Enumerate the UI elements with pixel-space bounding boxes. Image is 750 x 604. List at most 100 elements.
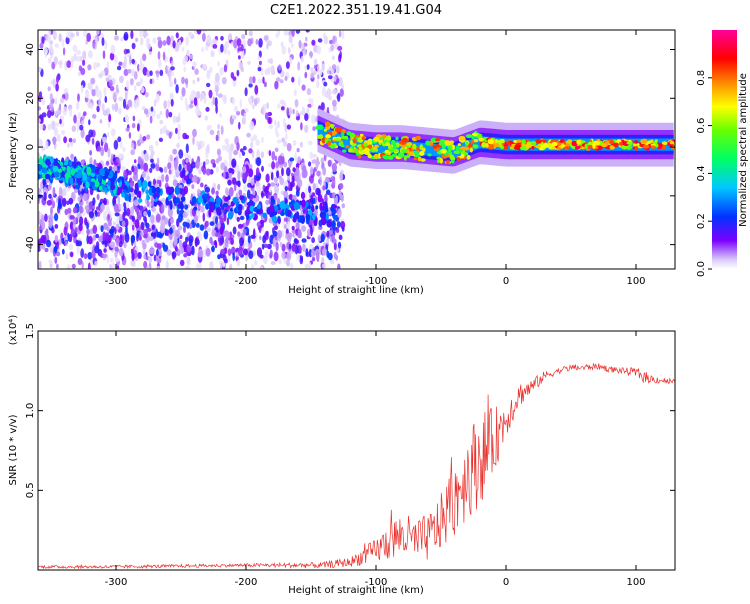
spectrogram-cell [191,184,195,190]
spectrogram-cell [117,195,121,205]
spectrogram-cell [301,225,307,232]
spectrogram-cell [643,144,650,149]
spectrogram-cell [178,213,183,223]
spectrogram-cell [301,199,306,208]
spectrogram-marks [38,30,675,269]
spectrogram-cell [110,128,116,137]
spectrogram-cell [338,30,342,38]
spectrogram-cell [336,221,341,228]
spectrogram-cell [258,38,263,48]
spectrogram-cell [52,186,56,197]
spectrogram-cell [121,191,125,198]
spectrogram-cell [139,30,144,38]
spectrogram-cell [188,104,194,109]
spectrogram-cell [165,174,169,183]
spectrogram-cell [305,30,310,33]
spectrogram-cell [92,114,97,119]
spectrogram-cell [247,96,253,104]
spectrogram-cell [285,61,290,69]
spectrogram-cell [258,60,262,65]
spectrogram-cell [291,243,297,252]
spectrogram-cell [182,211,188,219]
spectrogram-cell [158,137,163,142]
spectrogram-cell [240,44,244,52]
spectrogram-cell [535,139,542,144]
spectrogram-cell [323,81,328,87]
spectrogram-cell [109,170,114,179]
spectrogram-cell [197,195,203,204]
spectrogram-cell [152,206,156,213]
spectrogram-cell [345,145,350,149]
spectrogram-cell [118,214,124,222]
spectrogram-cell [208,89,213,99]
spectrogram-cell [233,149,239,156]
spectrogram-cell [515,139,522,143]
spectrogram-cell [374,144,379,148]
spectrogram-cell [206,227,211,233]
spectrogram-cell [47,57,52,64]
spectrogram-cell [215,190,219,196]
spectrogram-cell [571,140,578,147]
spectrogram-cell [111,262,116,269]
spectrogram-cell [206,82,211,88]
spectrogram-cell [244,253,248,262]
spectrogram-cell [313,58,318,66]
spectrogram-cell [338,234,343,240]
spectrogram-cell [455,146,460,151]
spectrogram-cell [341,135,346,140]
spectrogram-cell [238,246,243,257]
spectrogram-cell [78,206,84,214]
spectrogram-cell [487,143,495,150]
spectrogram-cell [62,47,66,56]
spectrogram-cell [82,182,87,188]
spectrogram-cell [84,217,88,226]
spectrogram-cell [150,163,156,169]
spectrogram-cell [52,78,56,88]
spectrogram-cell [286,107,290,117]
spectrogram-cell [152,178,157,186]
spectrogram-cell [264,112,269,120]
spectrogram-cell [38,238,43,244]
spectrogram-cell [217,93,223,98]
spectrogram-cell [186,161,191,172]
spectrogram-cell [401,144,406,149]
spectrogram-cell [234,212,238,220]
spectrogram-cell [70,168,76,176]
spectrogram-cell [181,87,186,97]
spectrogram-cell [295,189,300,197]
spectrogram-cell [150,158,154,163]
spectrogram-cell [220,35,224,41]
spectrogram-cell [38,106,42,111]
spectrogram-cell [58,186,63,197]
spectrogram-cell [395,136,399,141]
spectrogram-cell [106,132,110,138]
spectrogram-cell [462,146,470,151]
spectrogram-cell [166,35,171,46]
spectrogram-cell [330,44,335,52]
spectrogram-cell [279,241,283,247]
spectrogram-cell [272,237,276,247]
spectrogram-cell [190,208,193,217]
spectrogram-cell [535,144,541,149]
spectrogram-cell [247,60,251,65]
spectrogram-cell [125,115,130,123]
spectrogram-cell [88,211,94,219]
spectrogram-cell [465,134,473,139]
spectrogram-cell [119,75,124,84]
spectrogram-cell [212,96,216,105]
spectrogram-cell [169,201,173,210]
spectrogram-cell [296,254,300,261]
spectrogram-cell [175,32,179,39]
spectrogram-cell [145,222,150,229]
spectrogram-cell [250,177,255,186]
spectrogram-cell [500,138,505,144]
spectrogram-cell [87,205,94,210]
spectrogram-cell [134,207,140,213]
spectrogram-cell [130,30,134,40]
spectrogram-cell [164,228,168,236]
spectrogram-cell [107,147,111,158]
spectrogram-cell [377,139,384,144]
spectrogram-cell [232,252,235,262]
spectrogram-cell [146,134,151,140]
